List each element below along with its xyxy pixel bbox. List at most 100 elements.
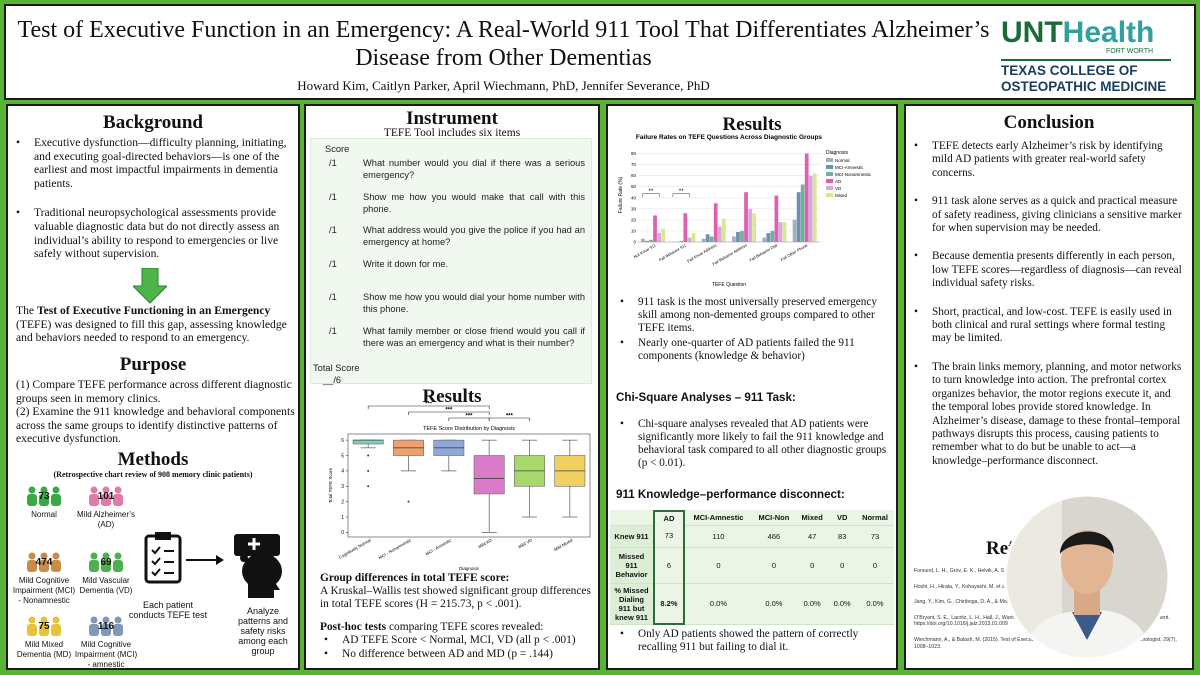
legend-label: VD (835, 186, 842, 191)
cell: 47 (795, 525, 829, 548)
x-tick-label: Not Know 911 (633, 242, 658, 259)
bar (800, 184, 805, 242)
item-score: /1 (329, 258, 337, 269)
logo-unt: UNT (1001, 16, 1063, 49)
cell: 0.0% (855, 583, 894, 625)
heading: Results (422, 386, 482, 407)
annotation: ** (679, 189, 684, 195)
y-tick-label: 4 (341, 469, 344, 475)
y-tick-label: 0 (341, 530, 344, 536)
presenter-photo (1003, 493, 1171, 661)
body (113, 560, 123, 572)
logo-college-2: OSTEOPATHIC MEDICINE (1001, 79, 1167, 94)
item-score: /1 (329, 191, 337, 202)
bullet: No difference between AD and MD (p = .14… (320, 648, 592, 661)
cell: 83 (828, 525, 856, 548)
method-icons (144, 532, 282, 598)
y-tick-label: 50 (631, 184, 637, 189)
x-tick-label: Cognitively Normal (338, 538, 372, 560)
y-tick-label: 0 (633, 240, 636, 245)
head (102, 486, 110, 494)
bar (687, 237, 692, 242)
row: Missed 911 Behavior 6 0 0 0 0 0 (610, 547, 894, 584)
group-count: 116 (97, 621, 115, 632)
logo-city: FORT WORTH (1106, 48, 1154, 55)
results-text: Group differences in total TEFE score: A… (320, 572, 592, 662)
outlier (367, 485, 370, 488)
annotation: *** (465, 414, 473, 420)
body (101, 560, 111, 572)
y-tick-label: 1 (341, 515, 344, 521)
chart-title: TEFE Score Distribution by Diagnosis (423, 426, 515, 432)
y-tick-label: 2 (341, 499, 344, 505)
bar (661, 228, 665, 242)
y-axis-label: Total TEFE Score (328, 467, 333, 503)
cell: 0 (855, 547, 894, 584)
results-list: 911 task is the most universally preserv… (616, 296, 886, 365)
header-row: AD MCI-Amnestic MCI-Non Mixed VD Normal (610, 510, 894, 526)
legend-swatch (826, 172, 833, 176)
cell: 8.2% (653, 583, 685, 625)
people-icon (27, 552, 61, 572)
bullet: The brain links memory, planning, and mo… (910, 361, 1186, 468)
plot-frame (347, 433, 591, 538)
row: % Missed Dialing 911 but knew 911 8.2% 0.0… (610, 583, 894, 625)
corner (610, 511, 654, 526)
bracket (672, 193, 690, 197)
body (113, 494, 123, 506)
group-label: Mild Cognitive Impairment (MCI) - Nonamn… (12, 576, 76, 605)
bar (732, 236, 736, 242)
box (473, 455, 505, 495)
legend-label: AD (835, 179, 842, 184)
people-icon (89, 552, 123, 572)
bar (740, 230, 744, 242)
box-chart: TEFE Score Distribution by Diagnosis 0 1 2 3… (328, 402, 591, 571)
bar (657, 233, 661, 242)
bar (766, 233, 771, 242)
bullet: 911 task is the most universally preserv… (616, 296, 886, 335)
legend-swatch (826, 179, 833, 183)
column-header: Normal (855, 511, 894, 526)
head (40, 616, 48, 624)
bar (679, 240, 684, 242)
y-tick-label: 6 (341, 438, 344, 444)
head (114, 486, 122, 494)
item-question: What number would you dial if there was … (363, 158, 585, 180)
item-question: What family member or close friend would… (363, 325, 585, 348)
cell: 73 (653, 525, 685, 548)
people-icon (27, 486, 61, 506)
logo-college-1: TEXAS COLLEGE OF (1001, 63, 1138, 78)
row: Knew 911 73 110 466 47 83 73 (610, 525, 894, 548)
y-tick-label: 80 (631, 151, 637, 156)
bracket (488, 417, 530, 421)
bar (641, 238, 645, 242)
outlier (407, 500, 410, 503)
group-count: 101 (97, 491, 115, 502)
column-4: Conclusion TEFE detects early Alzheimer’… (904, 104, 1194, 670)
bracket (642, 193, 660, 197)
body (39, 560, 49, 572)
bar (645, 240, 649, 242)
cell: 0 (751, 547, 796, 584)
annotation: *** (445, 408, 453, 414)
title: Test of Executive Function in an Emergen… (17, 17, 990, 71)
bar (812, 173, 817, 242)
bullet: AD TEFE Score < Normal, MCI, VD (all p <… (320, 634, 592, 647)
y-tick-label: 40 (631, 195, 637, 200)
posthoc-text: comparing TEFE scores revealed: (386, 621, 544, 633)
logo: UNTHealth (1001, 18, 1154, 48)
cell: 0.0% (683, 583, 752, 625)
column-header: MCI-Amnestic (683, 511, 752, 526)
bar (683, 213, 688, 242)
bar (744, 192, 748, 242)
item-question: What address would you give the police i… (363, 225, 585, 247)
heading: Conclusion (1003, 112, 1095, 133)
annotation: *** (425, 402, 433, 408)
cell: 0.0% (828, 583, 856, 625)
heading: Background (103, 112, 203, 133)
item-question: Write it down for me. (363, 258, 449, 269)
x-tick-label: Mild Mixed (553, 537, 574, 552)
bar (782, 222, 787, 242)
legend-swatch (826, 186, 833, 190)
header: Test of Executive Function in an Emergen… (4, 4, 1196, 100)
